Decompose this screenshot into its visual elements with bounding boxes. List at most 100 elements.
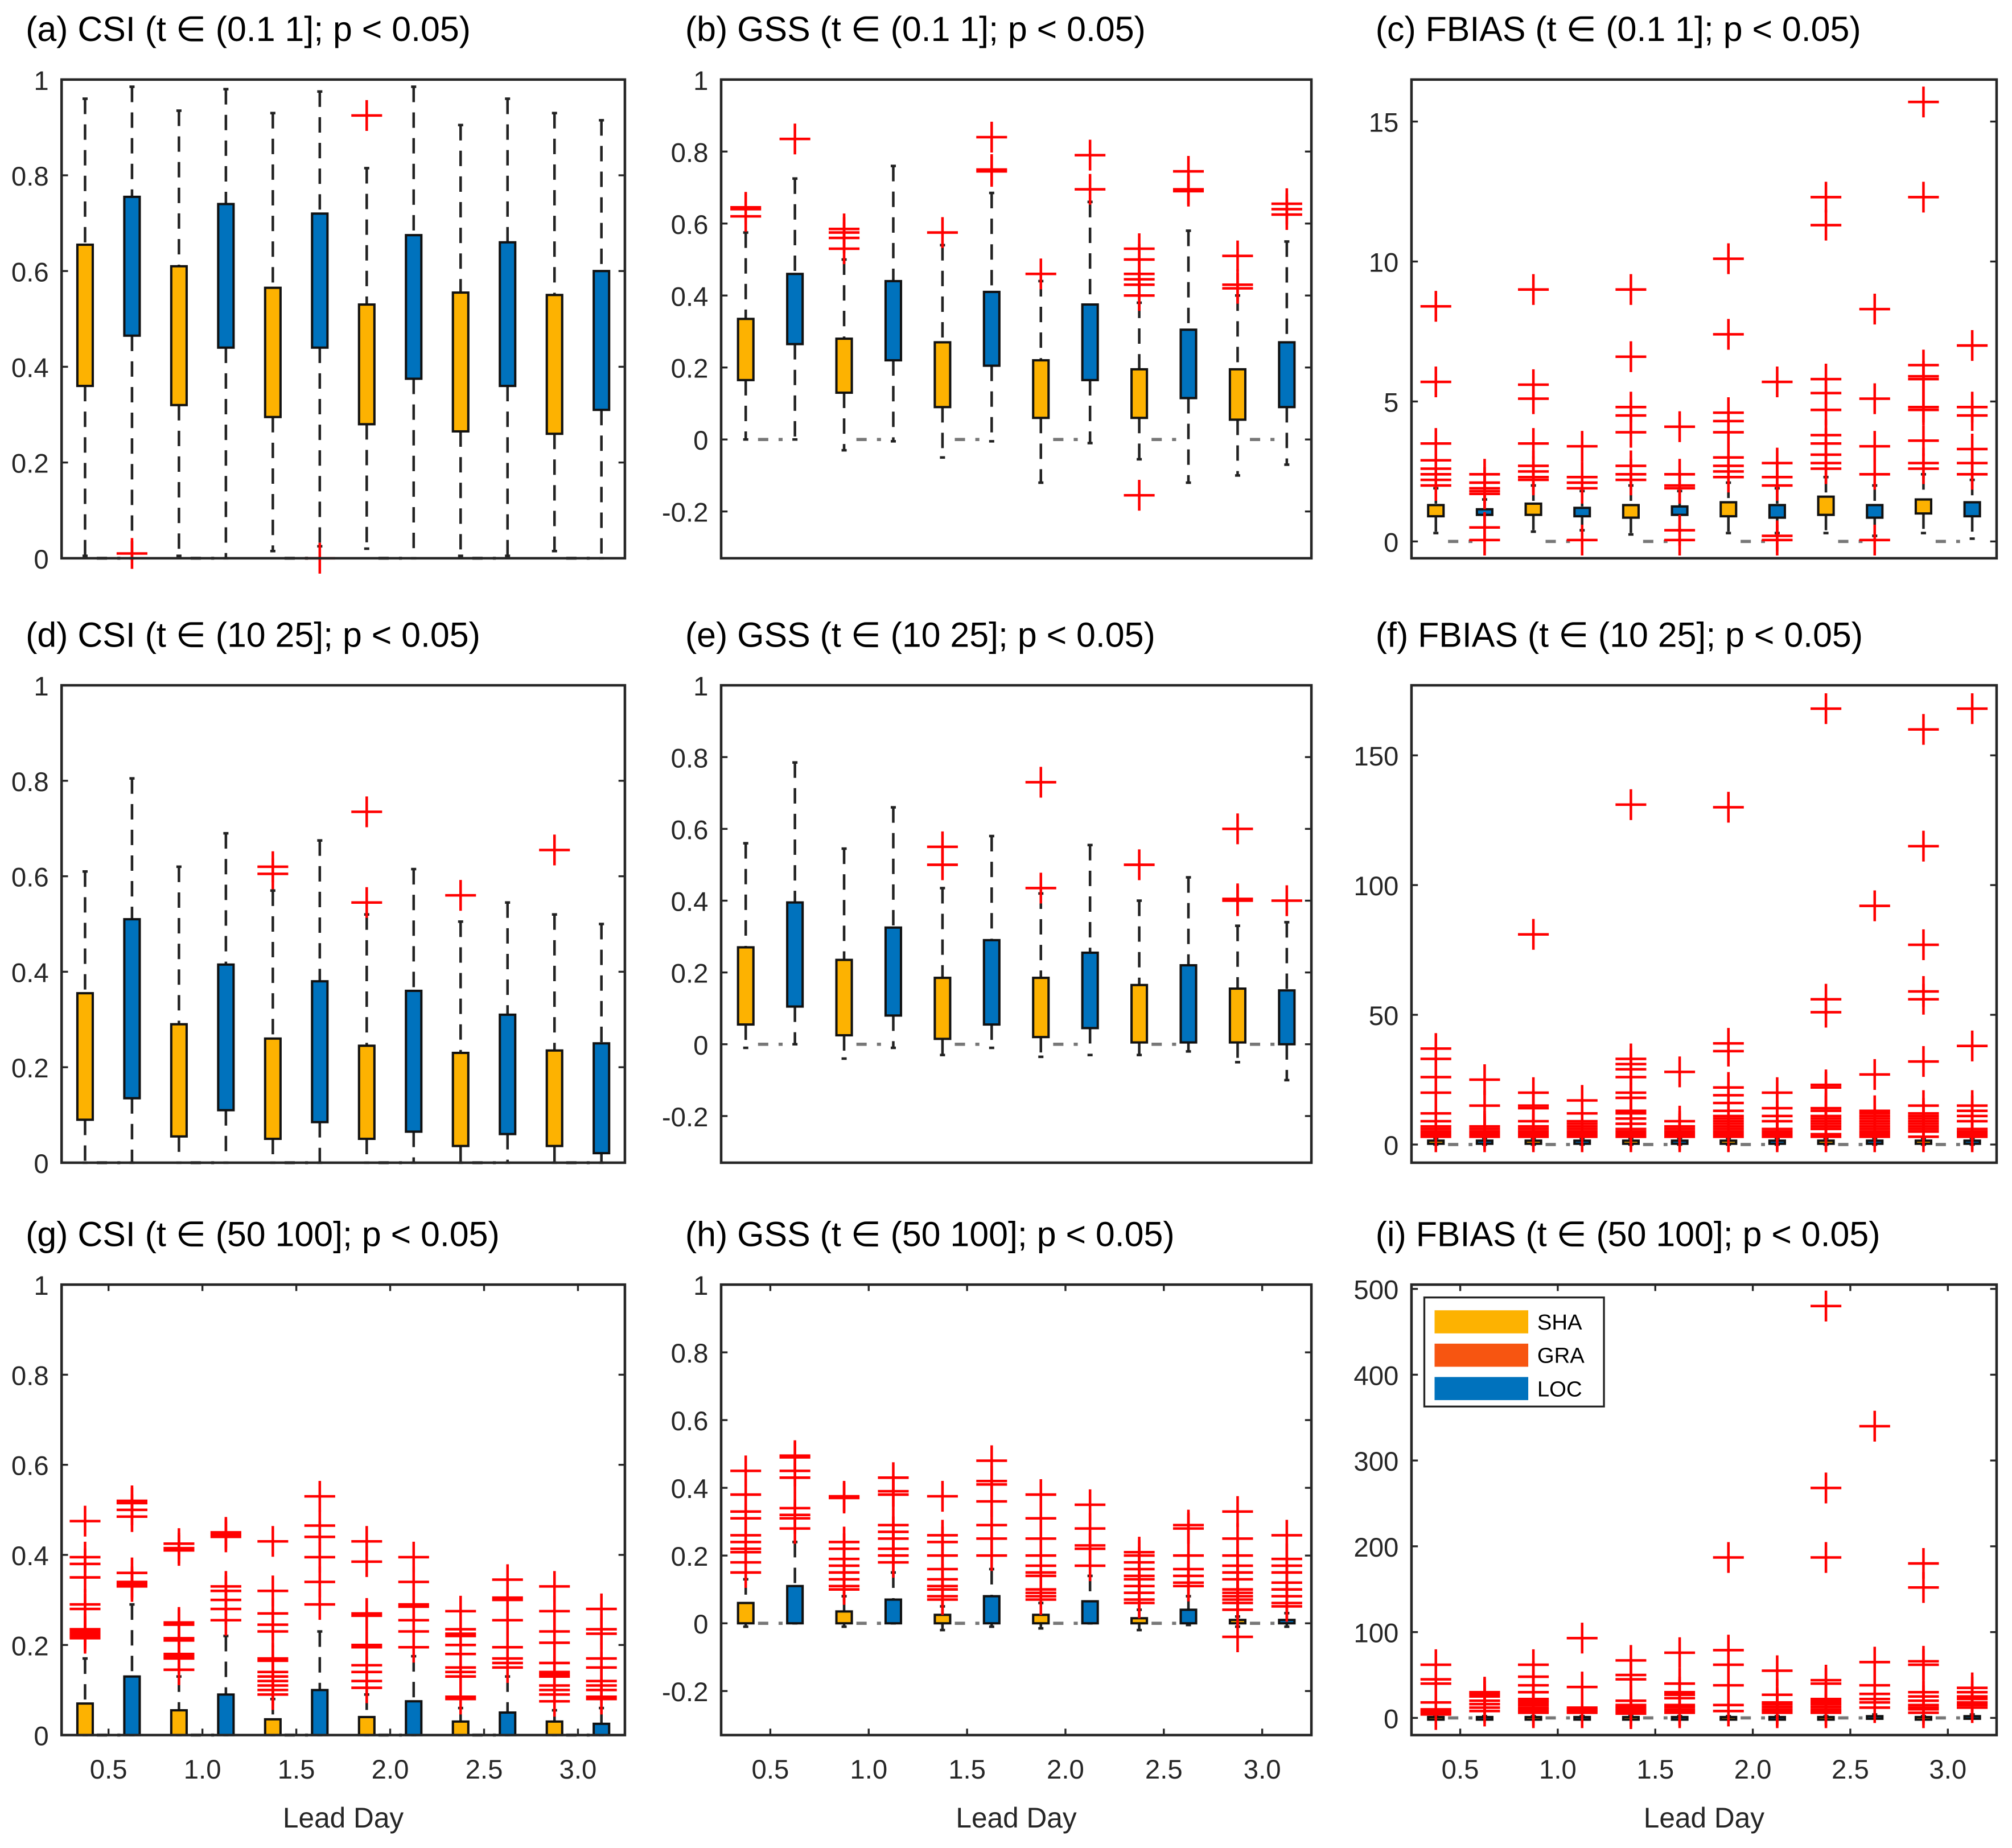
outlier-marker [69,1541,101,1573]
outlier-marker [351,1526,382,1557]
outlier-marker [1420,428,1451,459]
box-sha [1615,1645,1647,1729]
outlier-marker [163,1528,195,1559]
box-sha [1420,291,1451,534]
box-sha [829,213,860,452]
box-iqr [170,265,188,406]
outlier-marker [1664,1668,1696,1699]
box-iqr [217,963,235,1112]
outlier-marker [1957,693,1988,725]
box-sha [539,1571,570,1736]
box-iqr [76,243,94,388]
outlier-marker [730,192,762,223]
box-sha [76,97,94,557]
outlier-marker [1859,294,1890,325]
x-tick-label: 3.0 [559,1755,597,1785]
outlier-marker [1025,1479,1056,1510]
box-iqr [1179,328,1198,400]
box-loc [1566,1623,1598,1728]
box-sha [351,796,382,1164]
box-sha [451,124,470,557]
outlier-marker [1957,1090,1988,1121]
outlier-marker [829,1526,860,1558]
outlier-marker [976,1445,1007,1476]
outlier-marker [1811,364,1842,395]
outlier-marker [586,1593,617,1625]
outlier-marker [1518,369,1549,400]
box-sha [1811,1290,1842,1728]
box-iqr [405,989,423,1133]
legend-swatch-loc [1434,1377,1529,1401]
legend-label: GRA [1537,1344,1585,1368]
y-tick-label: 150 [1353,742,1398,772]
outlier-marker [1713,1635,1744,1666]
outlier-marker [1222,1523,1253,1554]
box-sha [545,112,563,553]
box-loc [586,1593,617,1736]
box-iqr [311,1689,329,1736]
box-loc [1859,294,1890,555]
box-iqr [451,291,470,433]
outlier-marker [1222,1496,1253,1527]
outlier-marker [1811,1472,1842,1504]
box-loc [123,777,141,1164]
box-loc [976,121,1007,443]
outlier-marker [1518,428,1549,459]
x-tick-label: 1.0 [184,1755,221,1785]
box-sha [1518,274,1549,533]
box-sha [737,842,755,1049]
y-tick-label: 0.4 [11,1541,49,1571]
outlier-marker [116,1485,147,1517]
box-sha [1811,693,1842,1153]
box-loc [779,124,810,441]
box-loc [593,119,611,560]
box-loc [1271,188,1302,466]
outlier-marker [1908,425,1939,456]
box-iqr [1081,303,1099,381]
box-sha [1025,767,1056,1059]
y-tick-label: 1 [693,672,708,702]
box-loc [1172,155,1204,484]
box-sha [1124,233,1155,511]
box-sha [1124,849,1155,1056]
outlier-marker [1908,1677,1939,1708]
x-axis-label: Lead Day [1644,1802,1764,1834]
panel-title: (f) FBIAS (t ∈ (10 25]; p < 0.05) [1376,615,1863,654]
box-iqr [933,341,952,409]
outlier-marker [1908,1046,1939,1077]
box-loc [1859,1410,1890,1723]
y-tick-label: 0.8 [11,162,49,192]
axes-frame [719,78,1313,560]
outlier-marker [976,154,1007,185]
y-tick-label: 0.6 [671,1406,709,1437]
box-sha [1222,813,1253,1064]
box-loc [1469,1677,1500,1727]
outlier-marker [1664,1637,1696,1668]
outlier-marker [116,538,147,569]
outlier-marker [1664,411,1696,442]
panel-title: (d) CSI (t ∈ (10 25]; p < 0.05) [26,615,480,654]
y-tick-label: 0.2 [11,1631,49,1661]
outlier-marker [539,834,570,866]
box-loc [1762,1655,1793,1728]
panel-h: (h) GSS (t ∈ (50 100]; p < 0.05) -0.2 0 0.2… [662,1215,1313,1834]
y-tick-label: 0 [1384,528,1398,558]
box-loc [1075,1489,1106,1625]
axes-frame [60,684,627,1164]
box-sha [351,1526,382,1736]
box-sha [1420,1649,1451,1730]
outlier-marker [351,1629,382,1661]
outlier-marker [1859,524,1890,555]
outlier-marker [1908,830,1939,862]
box-iqr [1130,368,1149,419]
y-tick-label: -0.2 [662,1677,709,1707]
box-iqr [217,1693,235,1736]
y-tick-label: 0.2 [671,1542,709,1572]
box-sha [1615,274,1647,536]
panel-i: (i) FBIAS (t ∈ (50 100]; p < 0.05) 0 100 20… [1353,1215,1998,1834]
panel-f: (f) FBIAS (t ∈ (10 25]; p < 0.05) 0 50 100 1… [1353,615,1998,1164]
box-iqr [1671,505,1689,516]
box-sha [1025,1479,1056,1630]
box-iqr [545,1720,563,1736]
outlier-marker [1469,1090,1500,1121]
